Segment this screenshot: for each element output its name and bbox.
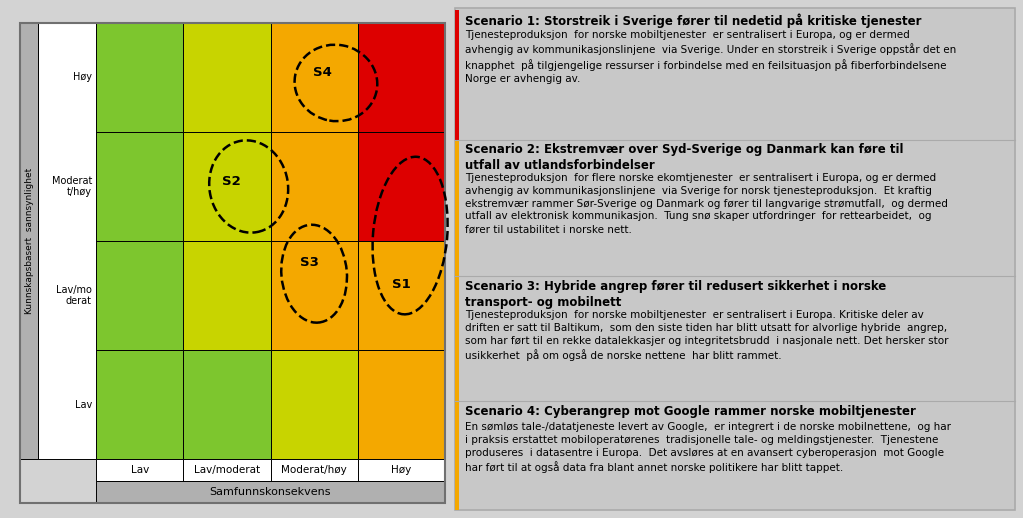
Bar	[358, 459, 445, 481]
Text: Scenario 3: Hybride angrep fører til redusert sikkerhet i norske
transport- og m: Scenario 3: Hybride angrep fører til red…	[465, 280, 886, 309]
Text: En sømløs tale-/datatjeneste levert av Google,  er integrert i de norske mobilne: En sømløs tale-/datatjeneste levert av G…	[465, 422, 951, 473]
Bar	[183, 23, 270, 132]
Bar	[270, 23, 358, 132]
Text: Moderat
t/høy: Moderat t/høy	[51, 176, 92, 197]
Text: Moderat/høy: Moderat/høy	[281, 465, 347, 475]
Bar	[270, 132, 358, 241]
Bar	[455, 276, 459, 401]
Bar	[358, 350, 445, 459]
Bar	[270, 350, 358, 459]
Text: Tjenesteproduksjon  for norske mobiltjenester  er sentralisert i Europa, og er d: Tjenesteproduksjon for norske mobiltjene…	[465, 30, 957, 83]
Text: S3: S3	[301, 256, 319, 269]
Text: Scenario 4: Cyberangrep mot Google rammer norske mobiltjenester: Scenario 4: Cyberangrep mot Google ramme…	[465, 405, 916, 418]
Bar	[358, 132, 445, 241]
Text: Lav/moderat: Lav/moderat	[193, 465, 260, 475]
Bar	[183, 350, 270, 459]
Bar	[358, 241, 445, 350]
Text: Kunnskapsbasert  sannsynlighet: Kunnskapsbasert sannsynlighet	[25, 168, 34, 314]
Bar	[96, 241, 183, 350]
Bar	[183, 132, 270, 241]
Bar	[455, 8, 1015, 510]
Text: Høy: Høy	[73, 73, 92, 82]
Bar	[20, 23, 445, 503]
Text: Lav/mo
derat: Lav/mo derat	[56, 285, 92, 306]
Bar	[38, 23, 96, 459]
Bar	[96, 459, 183, 481]
Text: S4: S4	[313, 66, 332, 79]
Text: Scenario 2: Ekstremvær over Syd-Sverige og Danmark kan føre til
utfall av utland: Scenario 2: Ekstremvær over Syd-Sverige …	[465, 143, 903, 172]
Bar	[270, 459, 358, 481]
Bar	[20, 23, 38, 459]
Text: Scenario 1: Storstreik i Sverige fører til nedetid på kritiske tjenester: Scenario 1: Storstreik i Sverige fører t…	[465, 13, 922, 27]
Bar	[455, 401, 459, 510]
Text: Høy: Høy	[391, 465, 411, 475]
Text: Lav: Lav	[131, 465, 148, 475]
Bar	[358, 23, 445, 132]
Bar	[96, 23, 183, 132]
Text: Lav: Lav	[75, 399, 92, 410]
Bar	[183, 241, 270, 350]
Bar	[455, 140, 459, 276]
Bar	[455, 10, 459, 140]
Bar	[96, 350, 183, 459]
Text: S2: S2	[222, 175, 240, 188]
Bar	[270, 241, 358, 350]
Text: Tjenesteproduksjon  for norske mobiltjenester  er sentralisert i Europa. Kritisk: Tjenesteproduksjon for norske mobiltjene…	[465, 310, 948, 361]
Text: Samfunnskonsekvens: Samfunnskonsekvens	[210, 487, 331, 497]
Bar	[96, 132, 183, 241]
Bar	[96, 481, 445, 503]
Bar	[183, 459, 270, 481]
Text: Tjenesteproduksjon  for flere norske ekomtjenester  er sentralisert i Europa, og: Tjenesteproduksjon for flere norske ekom…	[465, 173, 948, 234]
Text: S1: S1	[392, 278, 411, 291]
